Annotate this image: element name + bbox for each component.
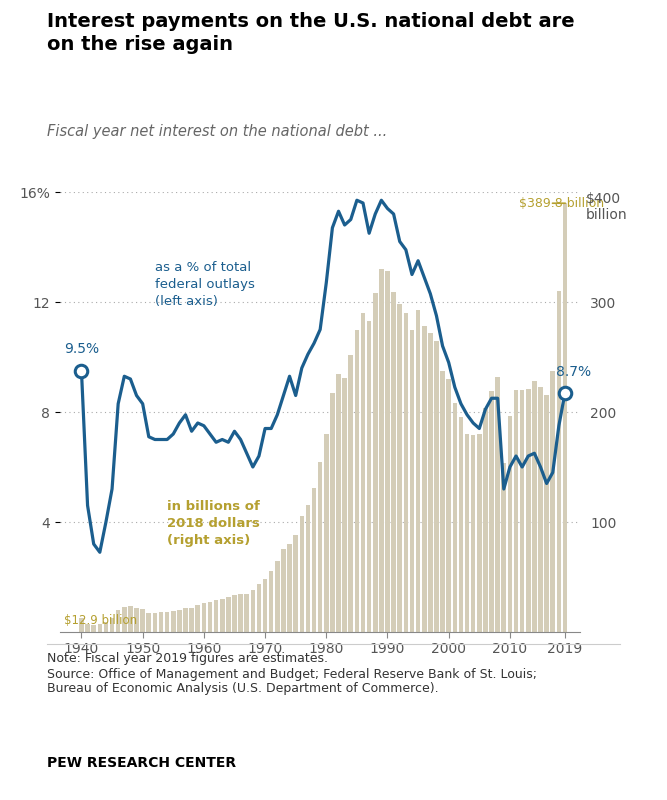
Bar — [165, 612, 169, 632]
Bar — [238, 594, 243, 632]
Bar — [299, 516, 304, 632]
Bar — [440, 371, 445, 632]
Bar — [404, 313, 408, 632]
Bar — [465, 434, 470, 632]
Bar — [434, 341, 439, 632]
Text: $389.8 billion: $389.8 billion — [519, 197, 604, 210]
Text: 9.5%: 9.5% — [64, 342, 99, 356]
Bar — [477, 434, 482, 632]
Bar — [483, 408, 488, 632]
Bar — [342, 378, 347, 632]
Bar — [556, 291, 561, 632]
Bar — [563, 203, 568, 632]
Bar — [226, 598, 231, 632]
Bar — [398, 304, 402, 632]
Bar — [287, 543, 292, 632]
Bar — [134, 609, 139, 632]
Bar — [220, 598, 225, 632]
Bar — [189, 608, 194, 632]
Bar — [508, 416, 512, 632]
Bar — [348, 355, 353, 632]
Bar — [305, 505, 310, 632]
Bar — [311, 488, 316, 632]
Bar — [103, 622, 108, 632]
Bar — [526, 389, 530, 632]
Bar — [361, 313, 366, 632]
Bar — [110, 618, 114, 632]
Bar — [122, 606, 127, 632]
Text: $400
billion: $400 billion — [586, 192, 627, 222]
Bar — [201, 603, 206, 632]
Bar — [293, 535, 298, 632]
Bar — [91, 626, 96, 632]
Bar — [544, 394, 549, 632]
Text: Source: Office of Management and Budget; Federal Reserve Bank of St. Louis;: Source: Office of Management and Budget;… — [47, 668, 537, 681]
Bar — [532, 381, 537, 632]
Bar — [281, 549, 285, 632]
Bar — [471, 435, 476, 632]
Bar — [446, 379, 451, 632]
Bar — [520, 390, 524, 632]
Bar — [386, 271, 390, 632]
Bar — [232, 595, 237, 632]
Bar — [459, 417, 464, 632]
Bar — [85, 624, 90, 632]
Text: Bureau of Economic Analysis (U.S. Department of Commerce).: Bureau of Economic Analysis (U.S. Depart… — [47, 682, 438, 694]
Bar — [416, 310, 420, 632]
Bar — [251, 590, 255, 632]
Bar — [263, 578, 267, 632]
Bar — [410, 330, 414, 632]
Bar — [214, 600, 218, 632]
Bar — [490, 391, 494, 632]
Text: $12.9 billion: $12.9 billion — [64, 614, 137, 627]
Bar — [373, 293, 378, 632]
Bar — [514, 390, 518, 632]
Bar — [422, 326, 426, 632]
Bar — [97, 624, 102, 632]
Bar — [195, 605, 200, 632]
Bar — [183, 608, 188, 632]
Bar — [275, 561, 279, 632]
Bar — [147, 614, 151, 632]
Text: PEW RESEARCH CENTER: PEW RESEARCH CENTER — [47, 756, 236, 770]
Bar — [171, 611, 175, 632]
Text: 8.7%: 8.7% — [556, 365, 591, 379]
Bar — [502, 463, 506, 632]
Bar — [496, 377, 500, 632]
Bar — [330, 393, 335, 632]
Bar — [269, 570, 273, 632]
Bar — [244, 594, 249, 632]
Bar — [140, 610, 145, 632]
Bar — [550, 371, 555, 632]
Bar — [367, 322, 372, 632]
Bar — [324, 434, 329, 632]
Bar — [116, 610, 121, 632]
Text: Interest payments on the U.S. national debt are
on the rise again: Interest payments on the U.S. national d… — [47, 12, 574, 54]
Bar — [257, 584, 261, 632]
Bar — [452, 402, 457, 632]
Text: as a % of total
federal outlays
(left axis): as a % of total federal outlays (left ax… — [155, 261, 255, 308]
Bar — [153, 613, 157, 632]
Bar — [336, 374, 341, 632]
Bar — [379, 269, 384, 632]
Bar — [177, 610, 181, 632]
Bar — [392, 292, 396, 632]
Bar — [207, 602, 212, 632]
Bar — [318, 462, 322, 632]
Bar — [428, 334, 433, 632]
Bar — [538, 387, 543, 632]
Text: in billions of
2018 dollars
(right axis): in billions of 2018 dollars (right axis) — [167, 500, 260, 547]
Bar — [128, 606, 133, 632]
Bar — [355, 330, 360, 632]
Text: Note: Fiscal year 2019 figures are estimates.: Note: Fiscal year 2019 figures are estim… — [47, 652, 327, 665]
Bar — [159, 612, 163, 632]
Bar — [79, 618, 84, 632]
Text: Fiscal year net interest on the national debt ...: Fiscal year net interest on the national… — [47, 124, 387, 139]
